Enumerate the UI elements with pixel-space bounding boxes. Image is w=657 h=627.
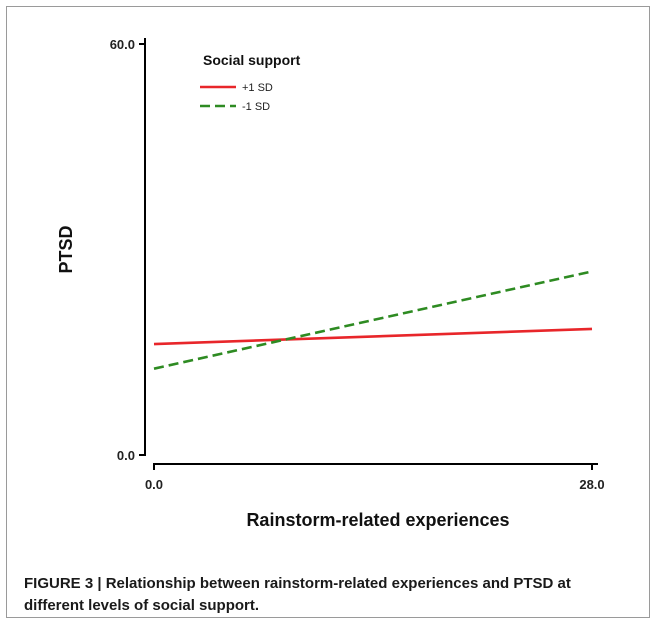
legend-title: Social support: [203, 52, 301, 68]
axes: [145, 38, 598, 464]
chart-area: 0.0 60.0 0.0 28.0 PTSD Rainstorm-related ex…: [0, 0, 657, 570]
legend-label: -1 SD: [242, 101, 270, 113]
x-axis-title: Rainstorm-related experiences: [246, 510, 509, 530]
series-line-plus-1sd: [154, 329, 592, 344]
figure-caption: FIGURE 3 | Relationship between rainstor…: [24, 573, 624, 617]
series-lines: [154, 271, 592, 368]
series-line-minus-1sd: [154, 271, 592, 368]
y-tick-label: 0.0: [117, 448, 135, 463]
legend-label: +1 SD: [242, 82, 273, 94]
x-tick-label: 28.0: [579, 477, 604, 492]
y-tick-label: 60.0: [110, 37, 135, 52]
x-tick-label: 0.0: [145, 477, 163, 492]
ticks: 0.0 60.0 0.0 28.0: [110, 37, 605, 492]
legend: Social support +1 SD -1 SD: [200, 52, 301, 113]
y-axis-title: PTSD: [56, 225, 76, 273]
